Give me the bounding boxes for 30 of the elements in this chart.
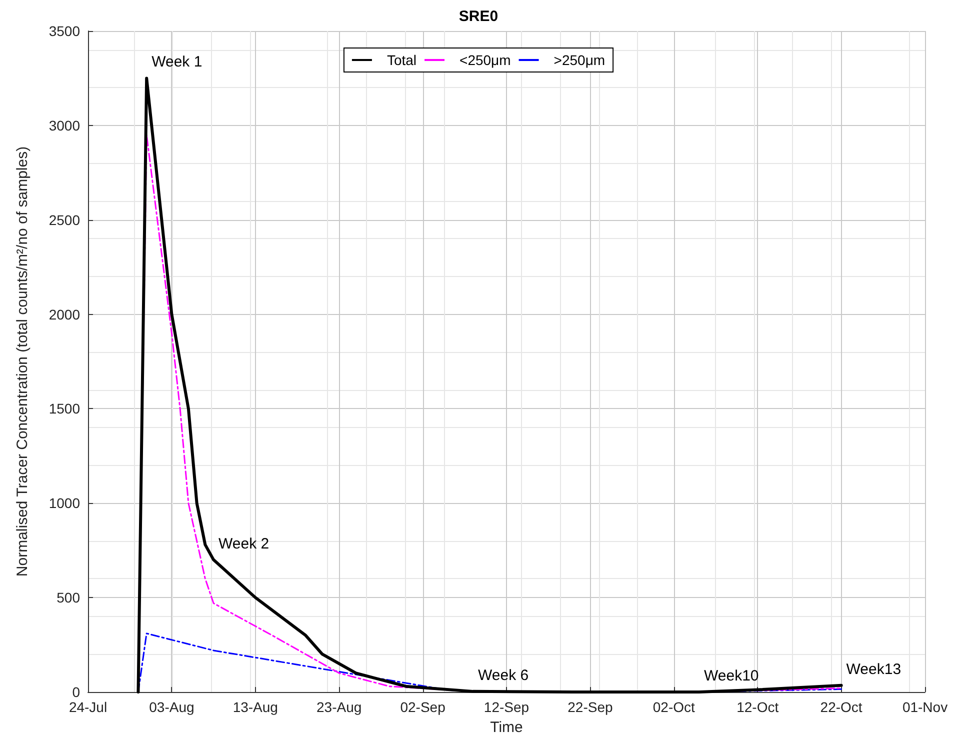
- y-axis-title: Normalised Tracer Concentration (total counts/m²/no of samples): [14, 146, 31, 577]
- y-tick-label: 3000: [48, 117, 80, 134]
- y-tick-label: 2000: [48, 306, 80, 322]
- y-tick-label: 500: [56, 590, 80, 606]
- y-tick-label: 1000: [48, 495, 80, 512]
- x-axis-title: Time: [490, 719, 523, 736]
- annotation: Week 2: [218, 535, 270, 552]
- y-tick-label: 1500: [48, 400, 80, 417]
- y-tick-label: 0: [72, 684, 80, 700]
- x-tick-label: 24-Jul: [68, 699, 108, 715]
- chart-title: SRE0: [458, 8, 498, 25]
- legend-label: <250μm: [460, 52, 511, 68]
- legend-label: Total: [386, 52, 417, 68]
- x-tick-label: 02-Oct: [652, 699, 696, 715]
- x-tick-label: 22-Sep: [568, 699, 613, 715]
- x-tick-label: 12-Oct: [736, 699, 779, 715]
- x-tick-label: 01-Nov: [902, 699, 948, 715]
- x-tick-label: 22-Oct: [820, 699, 862, 715]
- x-tick-label: 23-Aug: [316, 699, 362, 715]
- x-tick-label: 02-Sep: [400, 699, 446, 715]
- annotation: Week 1: [152, 54, 202, 71]
- x-tick-label: 13-Aug: [232, 699, 278, 715]
- annotation: Week13: [846, 660, 902, 678]
- x-tick-label: 12-Sep: [484, 699, 530, 715]
- legend-label: >250μm: [554, 52, 606, 68]
- annotation: Week10: [704, 668, 759, 684]
- y-tick-label: 3500: [48, 23, 80, 39]
- annotation: Week 6: [478, 666, 529, 684]
- y-tick-label: 2500: [48, 212, 80, 228]
- x-tick-label: 03-Aug: [149, 699, 194, 715]
